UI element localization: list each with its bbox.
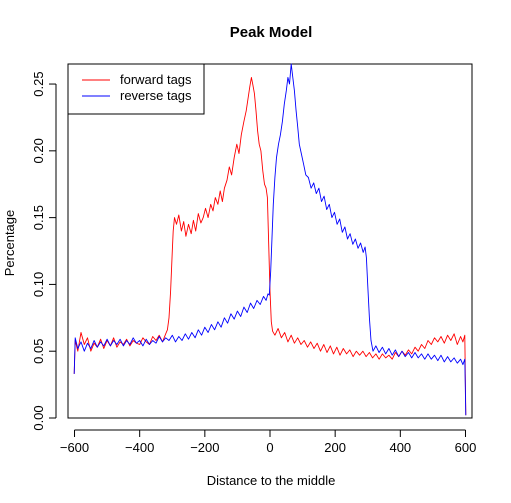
x-tick-label: −200 bbox=[190, 440, 219, 455]
y-tick-label: 0.25 bbox=[31, 71, 46, 96]
y-tick-label: 0.10 bbox=[31, 272, 46, 297]
x-tick-label: 200 bbox=[324, 440, 346, 455]
series-lines bbox=[73, 63, 467, 416]
y-tick-label: 0.15 bbox=[31, 205, 46, 230]
y-tick-label: 0.00 bbox=[31, 405, 46, 430]
x-tick-label: −400 bbox=[125, 440, 154, 455]
legend-label: reverse tags bbox=[120, 88, 192, 103]
x-axis-label: Distance to the middle bbox=[207, 473, 336, 488]
x-tick-label: −600 bbox=[60, 440, 89, 455]
legend-box bbox=[67, 63, 205, 115]
reverse-tags-line bbox=[73, 63, 467, 416]
x-tick-label: 400 bbox=[389, 440, 411, 455]
y-tick-label: 0.20 bbox=[31, 138, 46, 163]
y-tick-label: 0.05 bbox=[31, 339, 46, 364]
chart-title: Peak Model bbox=[230, 24, 313, 41]
y-axis: 0.00 0.05 0.10 0.15 0.20 0.25 bbox=[31, 71, 57, 431]
x-tick-label: 0 bbox=[266, 440, 273, 455]
y-axis-label: Percentage bbox=[2, 210, 17, 277]
legend-label: forward tags bbox=[120, 72, 192, 87]
plot-frame bbox=[67, 63, 473, 419]
x-tick-label: 600 bbox=[455, 440, 477, 455]
x-axis: −600 −400 −200 0 200 400 600 bbox=[60, 429, 477, 455]
plot-area bbox=[67, 63, 473, 419]
